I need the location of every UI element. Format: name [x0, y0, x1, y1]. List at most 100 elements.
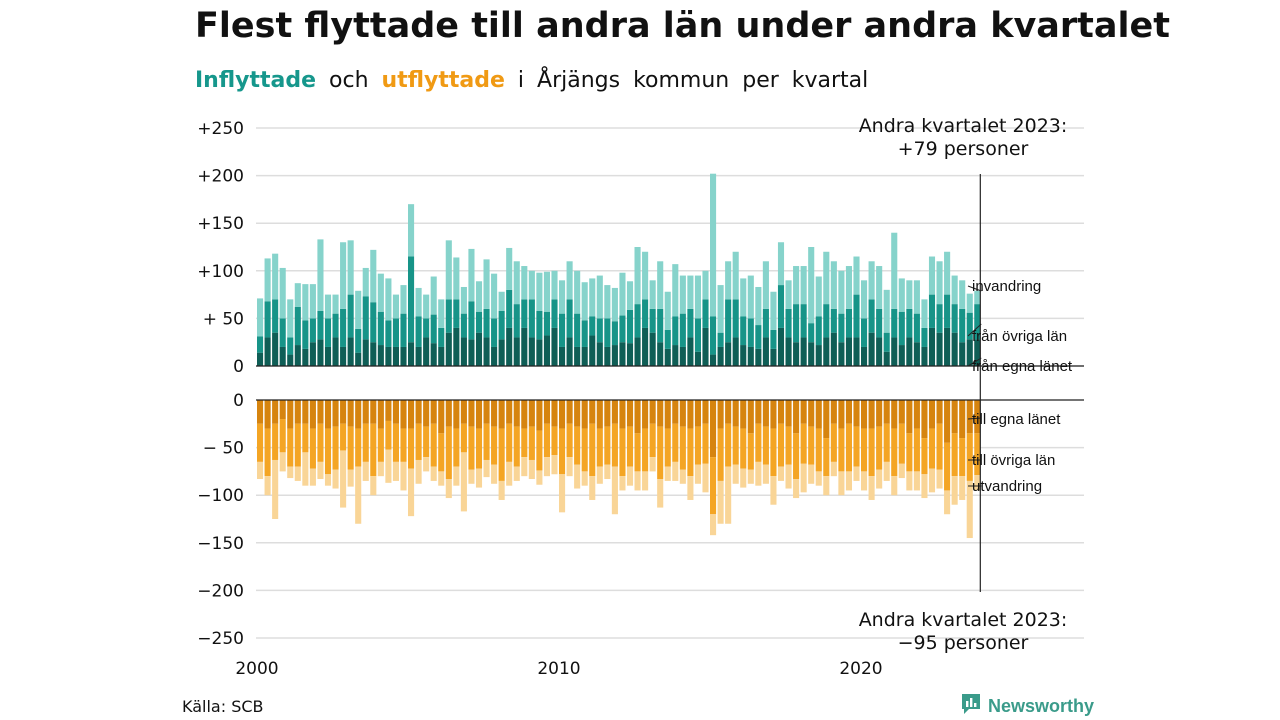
bar-out-2 — [272, 459, 279, 519]
bar-out-1 — [272, 423, 279, 460]
subtitle-utflyttade: utflyttade — [381, 68, 505, 93]
bar-out-1 — [755, 423, 762, 462]
bar-out-2 — [725, 466, 732, 524]
bar-out-0 — [649, 400, 656, 424]
bar-out-0 — [521, 400, 528, 429]
bar-in-1 — [626, 309, 634, 344]
bar-out-1 — [664, 428, 671, 467]
bar-in-2 — [777, 242, 785, 286]
y-tick-label-top: 0 — [233, 357, 244, 377]
bar-out-0 — [876, 400, 883, 427]
bar-in-2 — [362, 267, 369, 297]
axis-labels: +250 +200 +150 +100 + 50 0 0 − 50 −100 −150 −200 −2… — [197, 119, 1084, 679]
bar-in-0 — [423, 337, 430, 366]
bar-in-0 — [302, 348, 309, 366]
bar-out-1 — [604, 426, 611, 465]
bar-in-1 — [657, 308, 664, 343]
bar-out-1 — [498, 428, 505, 481]
bar-in-1 — [377, 311, 384, 346]
bar-in-2 — [619, 272, 626, 316]
bar-in-2 — [830, 261, 837, 309]
bar-in-2 — [951, 275, 958, 305]
brand-logo[interactable]: Newsworthy — [960, 692, 1094, 720]
bar-out-0 — [302, 400, 309, 424]
bar-in-0 — [883, 351, 890, 366]
bar-out-1 — [883, 423, 890, 462]
bar-in-0 — [823, 337, 830, 366]
bar-out-2 — [611, 466, 618, 515]
bar-out-1 — [974, 433, 981, 476]
bar-out-2 — [793, 479, 800, 499]
bar-out-2 — [634, 471, 641, 491]
bar-in-1 — [423, 318, 430, 338]
bar-out-1 — [717, 428, 724, 481]
bar-in-0 — [347, 337, 354, 366]
bar-in-2 — [581, 282, 588, 321]
bar-in-2 — [536, 272, 543, 311]
bar-in-1 — [581, 320, 588, 347]
bar-out-2 — [762, 464, 769, 484]
bar-in-2 — [626, 281, 634, 310]
bar-out-2 — [838, 471, 845, 496]
bar-in-0 — [506, 327, 513, 366]
bar-in-0 — [257, 352, 264, 366]
bar-out-0 — [332, 400, 339, 427]
bar-out-0 — [679, 400, 686, 427]
bar-out-0 — [279, 400, 286, 420]
bar-in-0 — [279, 346, 286, 366]
bar-out-1 — [475, 428, 483, 469]
bar-out-1 — [649, 423, 656, 458]
bar-in-0 — [785, 337, 792, 366]
bar-in-1 — [770, 329, 777, 349]
bar-out-0 — [528, 400, 535, 427]
bar-out-1 — [634, 433, 641, 472]
bar-out-2 — [823, 476, 830, 496]
bar-in-0 — [876, 337, 883, 366]
bar-in-2 — [642, 251, 649, 300]
bar-out-1 — [777, 423, 785, 467]
bar-in-0 — [370, 342, 377, 366]
bar-in-1 — [634, 304, 641, 338]
bar-in-1 — [491, 318, 498, 347]
bar-out-2 — [279, 452, 286, 472]
bar-in-1 — [830, 308, 837, 333]
bar-in-1 — [679, 313, 686, 347]
bar-in-1 — [536, 310, 543, 340]
bar-in-1 — [317, 310, 324, 340]
bar-out-1 — [355, 428, 362, 467]
bar-out-0 — [974, 400, 981, 434]
bar-out-0 — [362, 400, 369, 424]
bar-out-2 — [460, 452, 467, 512]
y-tick-label-bottom: −150 — [197, 534, 244, 554]
bar-out-2 — [710, 514, 717, 536]
bar-out-1 — [279, 419, 286, 453]
bar-out-0 — [823, 400, 830, 439]
bar-in-1 — [438, 327, 445, 347]
bar-out-2 — [543, 457, 550, 477]
bar-in-0 — [928, 327, 936, 366]
source-label: Källa: SCB — [182, 697, 264, 716]
bar-in-0 — [498, 339, 505, 366]
annotation-top-line2: +79 personer — [898, 138, 1029, 160]
bar-in-2 — [377, 273, 384, 312]
bar-in-0 — [513, 337, 520, 366]
bar-out-0 — [475, 400, 483, 429]
bar-out-0 — [626, 400, 634, 427]
bar-in-1 — [543, 311, 550, 336]
bar-in-0 — [392, 346, 399, 366]
bar-in-1 — [445, 299, 452, 333]
bar-out-1 — [581, 428, 588, 472]
bar-in-1 — [347, 294, 354, 338]
bar-in-2 — [513, 261, 520, 305]
bar-in-2 — [385, 278, 392, 321]
bar-out-0 — [710, 400, 717, 458]
bar-in-2 — [475, 281, 483, 312]
bar-out-1 — [913, 428, 920, 472]
bar-in-0 — [906, 337, 913, 366]
bar-in-0 — [377, 345, 384, 366]
bar-out-0 — [309, 400, 316, 429]
bar-out-2 — [649, 457, 656, 472]
series-label-2: från egna länet — [972, 358, 1073, 375]
bar-in-1 — [672, 316, 679, 346]
y-tick-label-bottom: −250 — [197, 629, 244, 649]
